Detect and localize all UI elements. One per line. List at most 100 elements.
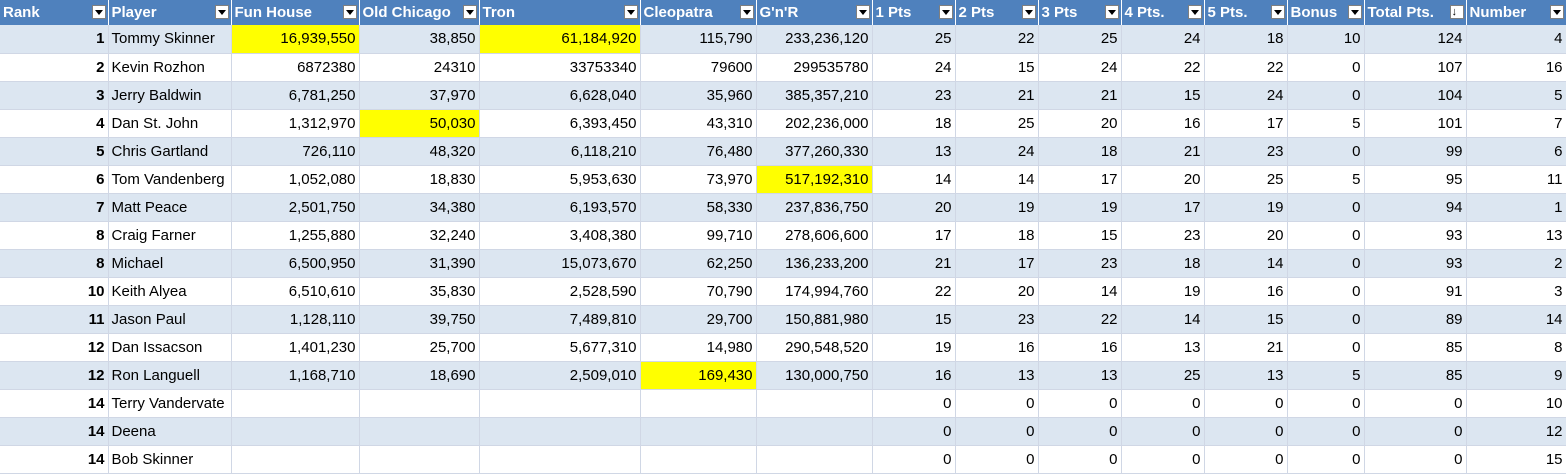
tron-score-cell[interactable]: 6,118,210 xyxy=(479,137,641,166)
gnr-score-cell[interactable] xyxy=(756,417,873,446)
total-pts-cell[interactable]: 99 xyxy=(1364,137,1467,166)
fun-house-score-cell[interactable]: 1,401,230 xyxy=(231,333,360,362)
5-pts-cell[interactable]: 19 xyxy=(1204,193,1288,222)
cleopatra-score-cell[interactable]: 115,790 xyxy=(640,25,757,54)
2-pts-cell[interactable]: 25 xyxy=(955,109,1039,138)
player-name-cell[interactable]: Deena xyxy=(108,417,232,446)
2-pts-cell[interactable]: 0 xyxy=(955,389,1039,418)
total-pts-cell[interactable]: 95 xyxy=(1364,165,1467,194)
4-pts-cell[interactable]: 17 xyxy=(1121,193,1205,222)
gnr-score-cell[interactable]: 150,881,980 xyxy=(756,305,873,334)
3-pts-cell[interactable]: 0 xyxy=(1038,417,1122,446)
4-pts-cell[interactable]: 16 xyxy=(1121,109,1205,138)
4-pts-cell[interactable]: 0 xyxy=(1121,445,1205,474)
1-pts-cell[interactable]: 14 xyxy=(872,165,956,194)
tron-score-cell[interactable]: 6,193,570 xyxy=(479,193,641,222)
column-header-total-pts[interactable]: Total Pts. xyxy=(1364,0,1467,25)
player-name-cell[interactable]: Michael xyxy=(108,249,232,278)
player-name-cell[interactable]: Ron Languell xyxy=(108,361,232,390)
gnr-score-cell[interactable]: 517,192,310 xyxy=(756,165,873,194)
gnr-score-cell[interactable]: 385,357,210 xyxy=(756,81,873,110)
4-pts-cell[interactable]: 21 xyxy=(1121,137,1205,166)
1-pts-cell[interactable]: 21 xyxy=(872,249,956,278)
tron-score-cell[interactable]: 33753340 xyxy=(479,53,641,82)
bonus-cell[interactable]: 0 xyxy=(1287,333,1365,362)
number-cell[interactable]: 3 xyxy=(1465,277,1566,306)
gnr-score-cell[interactable]: 299535780 xyxy=(756,53,873,82)
column-header-tron[interactable]: Tron xyxy=(479,0,641,25)
number-cell[interactable]: 4 xyxy=(1465,25,1566,54)
rank-cell[interactable]: 14 xyxy=(0,389,109,418)
tron-score-cell[interactable]: 61,184,920 xyxy=(479,25,641,54)
number-cell[interactable]: 11 xyxy=(1465,165,1566,194)
old-chicago-score-cell[interactable]: 48,320 xyxy=(359,137,480,166)
5-pts-cell[interactable]: 17 xyxy=(1204,109,1288,138)
5-pts-cell[interactable]: 15 xyxy=(1204,305,1288,334)
cleopatra-score-cell[interactable]: 29,700 xyxy=(640,305,757,334)
3-pts-cell[interactable]: 17 xyxy=(1038,165,1122,194)
old-chicago-score-cell[interactable]: 25,700 xyxy=(359,333,480,362)
filter-dropdown-icon[interactable] xyxy=(1021,5,1036,19)
filter-dropdown-icon[interactable] xyxy=(938,5,953,19)
rank-cell[interactable]: 14 xyxy=(0,417,109,446)
1-pts-cell[interactable]: 23 xyxy=(872,81,956,110)
4-pts-cell[interactable]: 0 xyxy=(1121,389,1205,418)
5-pts-cell[interactable]: 20 xyxy=(1204,221,1288,250)
bonus-cell[interactable]: 5 xyxy=(1287,361,1365,390)
fun-house-score-cell[interactable]: 6,510,610 xyxy=(231,277,360,306)
cleopatra-score-cell[interactable]: 70,790 xyxy=(640,277,757,306)
column-header-3-pts[interactable]: 3 Pts xyxy=(1038,0,1122,25)
total-pts-cell[interactable]: 0 xyxy=(1364,389,1467,418)
1-pts-cell[interactable]: 20 xyxy=(872,193,956,222)
5-pts-cell[interactable]: 0 xyxy=(1204,417,1288,446)
total-pts-cell[interactable]: 104 xyxy=(1364,81,1467,110)
fun-house-score-cell[interactable]: 1,255,880 xyxy=(231,221,360,250)
1-pts-cell[interactable]: 19 xyxy=(872,333,956,362)
gnr-score-cell[interactable] xyxy=(756,389,873,418)
player-name-cell[interactable]: Matt Peace xyxy=(108,193,232,222)
old-chicago-score-cell[interactable]: 18,830 xyxy=(359,165,480,194)
player-name-cell[interactable]: Craig Farner xyxy=(108,221,232,250)
1-pts-cell[interactable]: 18 xyxy=(872,109,956,138)
gnr-score-cell[interactable]: 290,548,520 xyxy=(756,333,873,362)
rank-cell[interactable]: 7 xyxy=(0,193,109,222)
gnr-score-cell[interactable]: 130,000,750 xyxy=(756,361,873,390)
cleopatra-score-cell[interactable]: 35,960 xyxy=(640,81,757,110)
2-pts-cell[interactable]: 20 xyxy=(955,277,1039,306)
1-pts-cell[interactable]: 0 xyxy=(872,417,956,446)
5-pts-cell[interactable]: 0 xyxy=(1204,445,1288,474)
gnr-score-cell[interactable]: 174,994,760 xyxy=(756,277,873,306)
total-pts-cell[interactable]: 89 xyxy=(1364,305,1467,334)
5-pts-cell[interactable]: 23 xyxy=(1204,137,1288,166)
old-chicago-score-cell[interactable]: 31,390 xyxy=(359,249,480,278)
1-pts-cell[interactable]: 0 xyxy=(872,445,956,474)
column-header-rank[interactable]: Rank xyxy=(0,0,109,25)
filter-dropdown-icon[interactable] xyxy=(1187,5,1202,19)
fun-house-score-cell[interactable]: 6,781,250 xyxy=(231,81,360,110)
tron-score-cell[interactable] xyxy=(479,389,641,418)
total-pts-cell[interactable]: 94 xyxy=(1364,193,1467,222)
filter-dropdown-icon[interactable] xyxy=(214,5,229,19)
column-header-fun-house[interactable]: Fun House xyxy=(231,0,360,25)
number-cell[interactable]: 12 xyxy=(1465,417,1566,446)
player-name-cell[interactable]: Bob Skinner xyxy=(108,445,232,474)
5-pts-cell[interactable]: 13 xyxy=(1204,361,1288,390)
2-pts-cell[interactable]: 14 xyxy=(955,165,1039,194)
bonus-cell[interactable]: 0 xyxy=(1287,445,1365,474)
old-chicago-score-cell[interactable]: 32,240 xyxy=(359,221,480,250)
rank-cell[interactable]: 4 xyxy=(0,109,109,138)
cleopatra-score-cell[interactable]: 76,480 xyxy=(640,137,757,166)
total-pts-cell[interactable]: 93 xyxy=(1364,249,1467,278)
player-name-cell[interactable]: Tommy Skinner xyxy=(108,25,232,54)
bonus-cell[interactable]: 0 xyxy=(1287,277,1365,306)
fun-house-score-cell[interactable]: 16,939,550 xyxy=(231,25,360,54)
cleopatra-score-cell[interactable] xyxy=(640,417,757,446)
tron-score-cell[interactable] xyxy=(479,417,641,446)
4-pts-cell[interactable]: 14 xyxy=(1121,305,1205,334)
player-name-cell[interactable]: Jason Paul xyxy=(108,305,232,334)
number-cell[interactable]: 10 xyxy=(1465,389,1566,418)
number-cell[interactable]: 1 xyxy=(1465,193,1566,222)
column-header-5-pts[interactable]: 5 Pts. xyxy=(1204,0,1288,25)
2-pts-cell[interactable]: 19 xyxy=(955,193,1039,222)
cleopatra-score-cell[interactable]: 62,250 xyxy=(640,249,757,278)
